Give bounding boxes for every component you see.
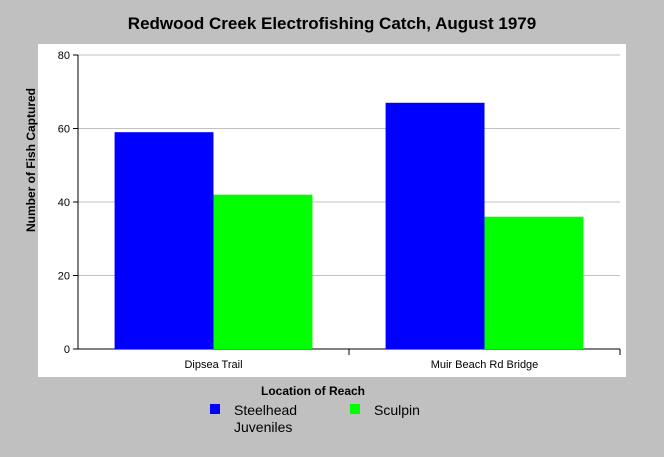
legend-label-steelhead: Steelhead Juveniles <box>234 402 298 435</box>
x-tick-label-2: Muir Beach Rd Bridge <box>431 359 539 371</box>
legend-swatch-steelhead <box>210 404 220 414</box>
bar-sculpin-2 <box>484 216 584 349</box>
legend-swatch-sculpin <box>350 404 360 414</box>
y-tick-label-0: 0 <box>64 344 70 356</box>
bar-sculpin-1 <box>213 194 313 349</box>
x-axis-label: Location of Reach <box>261 384 365 398</box>
y-tick-label-80: 80 <box>58 50 70 62</box>
y-axis-label: Number of Fish Captured <box>24 88 38 232</box>
y-tick-label-60: 60 <box>58 124 70 136</box>
y-tick-label-20: 20 <box>58 271 70 283</box>
chart-title: Redwood Creek Electrofishing Catch, Augu… <box>127 14 537 33</box>
bar-steelhead-2 <box>385 102 485 350</box>
x-tick-label-1: Dipsea Trail <box>184 359 242 371</box>
legend: Steelhead Juveniles Sculpin <box>210 402 490 442</box>
y-tick-label-40: 40 <box>58 197 70 209</box>
legend-label-sculpin: Sculpin <box>374 402 420 418</box>
bar-steelhead-1 <box>114 132 214 349</box>
